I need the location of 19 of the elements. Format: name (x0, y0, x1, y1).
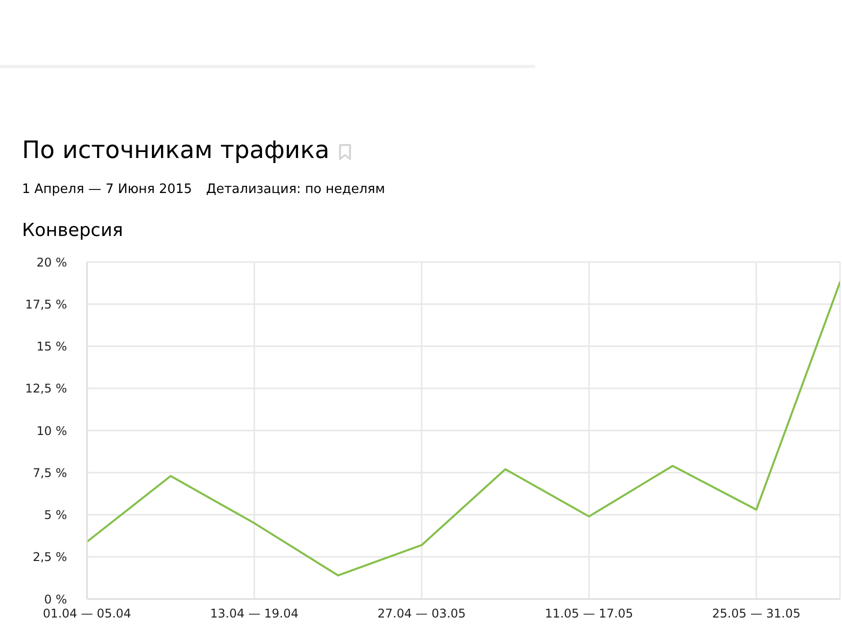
chart-subtitle: 1 Апреля — 7 Июня 2015 (22, 182, 192, 198)
y-tick-label: 17,5 % (25, 297, 67, 312)
y-tick-label: 10 % (36, 424, 67, 438)
x-tick-label: 01.04 — 05.04 (42, 606, 132, 621)
y-tick-label: 2,5 % (32, 550, 67, 564)
chart-title: По источникам трафика (22, 135, 330, 166)
x-tick-label: 11.05 — 17.05 (544, 606, 634, 621)
y-tick-label: 20 % (36, 255, 67, 270)
y-tick-label: 15 % (36, 340, 67, 354)
x-tick-label: 27.04 — 03.05 (377, 606, 466, 621)
y-tick-label: 12,5 % (25, 382, 67, 396)
y-axis-title: Конверсия (22, 220, 124, 242)
y-tick-label: 7,5 % (32, 466, 67, 480)
y-tick-label: 0 % (44, 592, 67, 606)
line-series (87, 281, 840, 576)
text: Детализация: по неделям (206, 182, 386, 198)
y-tick-label: 5 % (44, 508, 67, 522)
x-tick-label: 25.05 — 31.05 (712, 606, 801, 621)
x-tick-label: 13.04 — 19.04 (210, 606, 299, 621)
